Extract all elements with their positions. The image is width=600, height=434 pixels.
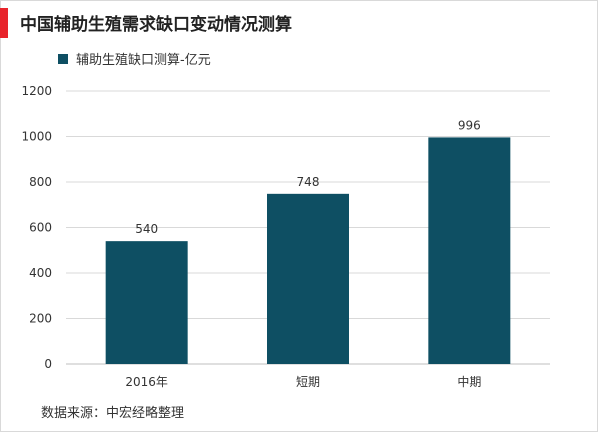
bar — [428, 137, 511, 364]
data-label: 540 — [135, 222, 158, 236]
title-accent-bar — [0, 8, 8, 38]
y-tick-label: 1200 — [21, 84, 52, 98]
y-tick-label: 0 — [44, 357, 52, 371]
data-label: 996 — [458, 118, 481, 132]
legend-label: 辅助生殖缺口测算-亿元 — [76, 53, 211, 68]
x-tick-label: 2016年 — [125, 375, 168, 389]
bar — [267, 193, 349, 364]
bar — [105, 241, 188, 364]
legend-swatch — [58, 53, 68, 64]
y-tick-label: 1000 — [21, 130, 52, 144]
x-tick-label: 中期 — [457, 374, 481, 389]
chart-title: 中国辅助生殖需求缺口变动情况测算 — [20, 15, 292, 35]
y-tick-label: 200 — [29, 312, 52, 326]
legend: 辅助生殖缺口测算-亿元 — [58, 49, 211, 68]
y-tick-label: 800 — [29, 175, 52, 189]
y-tick-label: 400 — [29, 266, 52, 280]
x-tick-label: 短期 — [296, 375, 320, 389]
source-note: 数据来源：中宏经略整理 — [41, 406, 185, 421]
data-label: 748 — [297, 175, 320, 189]
y-tick-label: 600 — [29, 221, 52, 235]
